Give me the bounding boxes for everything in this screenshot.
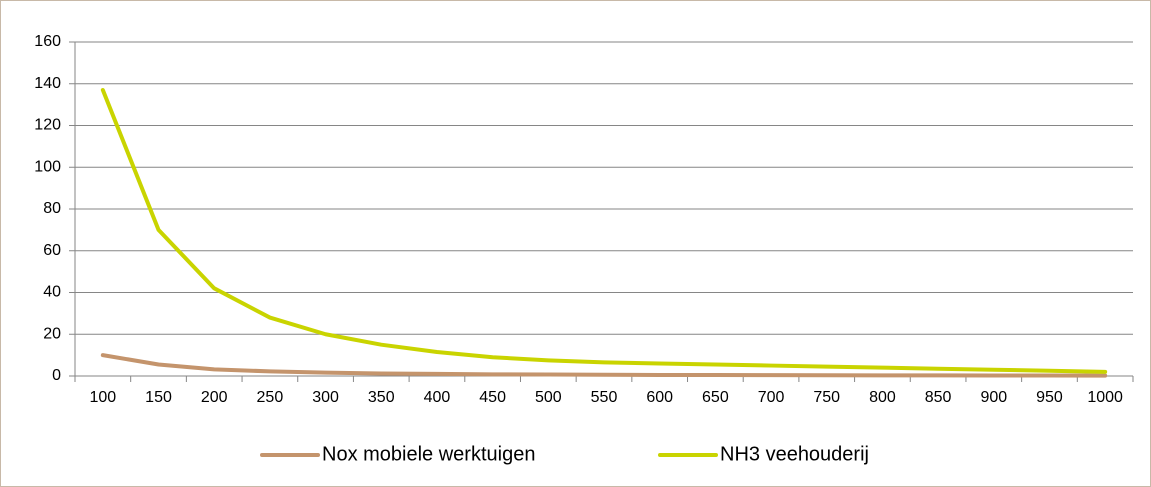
x-tick-label: 850 bbox=[925, 389, 952, 406]
y-tick-label: 20 bbox=[43, 325, 61, 342]
legend-label: Nox mobiele werktuigen bbox=[322, 443, 535, 465]
y-tick-label: 40 bbox=[43, 284, 61, 301]
x-tick-label: 400 bbox=[424, 389, 451, 406]
x-tick-label: 700 bbox=[758, 389, 785, 406]
y-tick-label: 0 bbox=[52, 367, 61, 384]
y-tick-label: 60 bbox=[43, 242, 61, 259]
y-tick-label: 100 bbox=[34, 158, 61, 175]
x-tick-label: 1000 bbox=[1087, 389, 1123, 406]
y-tick-label: 140 bbox=[34, 75, 61, 92]
x-tick-label: 350 bbox=[368, 389, 395, 406]
y-tick-label: 120 bbox=[34, 117, 61, 134]
y-tick-label: 160 bbox=[34, 33, 61, 50]
y-tick-label: 80 bbox=[43, 200, 61, 217]
x-tick-label: 600 bbox=[646, 389, 673, 406]
x-tick-label: 800 bbox=[869, 389, 896, 406]
x-tick-label: 100 bbox=[89, 389, 116, 406]
legend-label: NH3 veehouderij bbox=[720, 443, 869, 465]
series-line bbox=[100, 353, 1108, 378]
x-tick-label: 450 bbox=[479, 389, 506, 406]
x-tick-label: 950 bbox=[1036, 389, 1063, 406]
x-tick-label: 500 bbox=[535, 389, 562, 406]
x-tick-label: 150 bbox=[145, 389, 172, 406]
x-tick-label: 250 bbox=[257, 389, 284, 406]
x-tick-label: 300 bbox=[312, 389, 339, 406]
x-tick-label: 900 bbox=[980, 389, 1007, 406]
x-tick-label: 550 bbox=[591, 389, 618, 406]
series-line bbox=[100, 88, 1108, 374]
x-tick-label: 650 bbox=[702, 389, 729, 406]
x-tick-label: 750 bbox=[813, 389, 840, 406]
x-tick-label: 200 bbox=[201, 389, 228, 406]
